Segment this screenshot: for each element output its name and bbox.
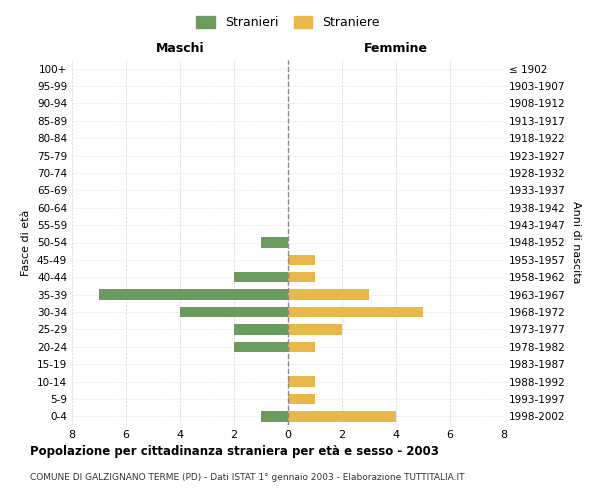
Y-axis label: Fasce di età: Fasce di età (22, 210, 31, 276)
Bar (288, 290, 369, 300)
Bar (261, 238, 288, 248)
Bar (288, 394, 315, 404)
Text: Popolazione per cittadinanza straniera per età e sesso - 2003: Popolazione per cittadinanza straniera p… (30, 445, 439, 458)
Bar (180, 307, 288, 317)
Y-axis label: Anni di nascita: Anni di nascita (571, 201, 581, 284)
Bar (288, 376, 315, 387)
Bar (288, 342, 315, 352)
Legend: Stranieri, Straniere: Stranieri, Straniere (191, 11, 385, 34)
Bar (288, 254, 315, 265)
Text: Maschi: Maschi (155, 42, 205, 55)
Text: Femmine: Femmine (364, 42, 428, 55)
Text: COMUNE DI GALZIGNANO TERME (PD) - Dati ISTAT 1° gennaio 2003 - Elaborazione TUTT: COMUNE DI GALZIGNANO TERME (PD) - Dati I… (30, 472, 464, 482)
Bar (288, 324, 342, 334)
Bar (99, 290, 288, 300)
Bar (234, 324, 288, 334)
Bar (261, 411, 288, 422)
Bar (234, 342, 288, 352)
Bar (288, 307, 423, 317)
Bar (288, 411, 396, 422)
Bar (288, 272, 315, 282)
Bar (234, 272, 288, 282)
